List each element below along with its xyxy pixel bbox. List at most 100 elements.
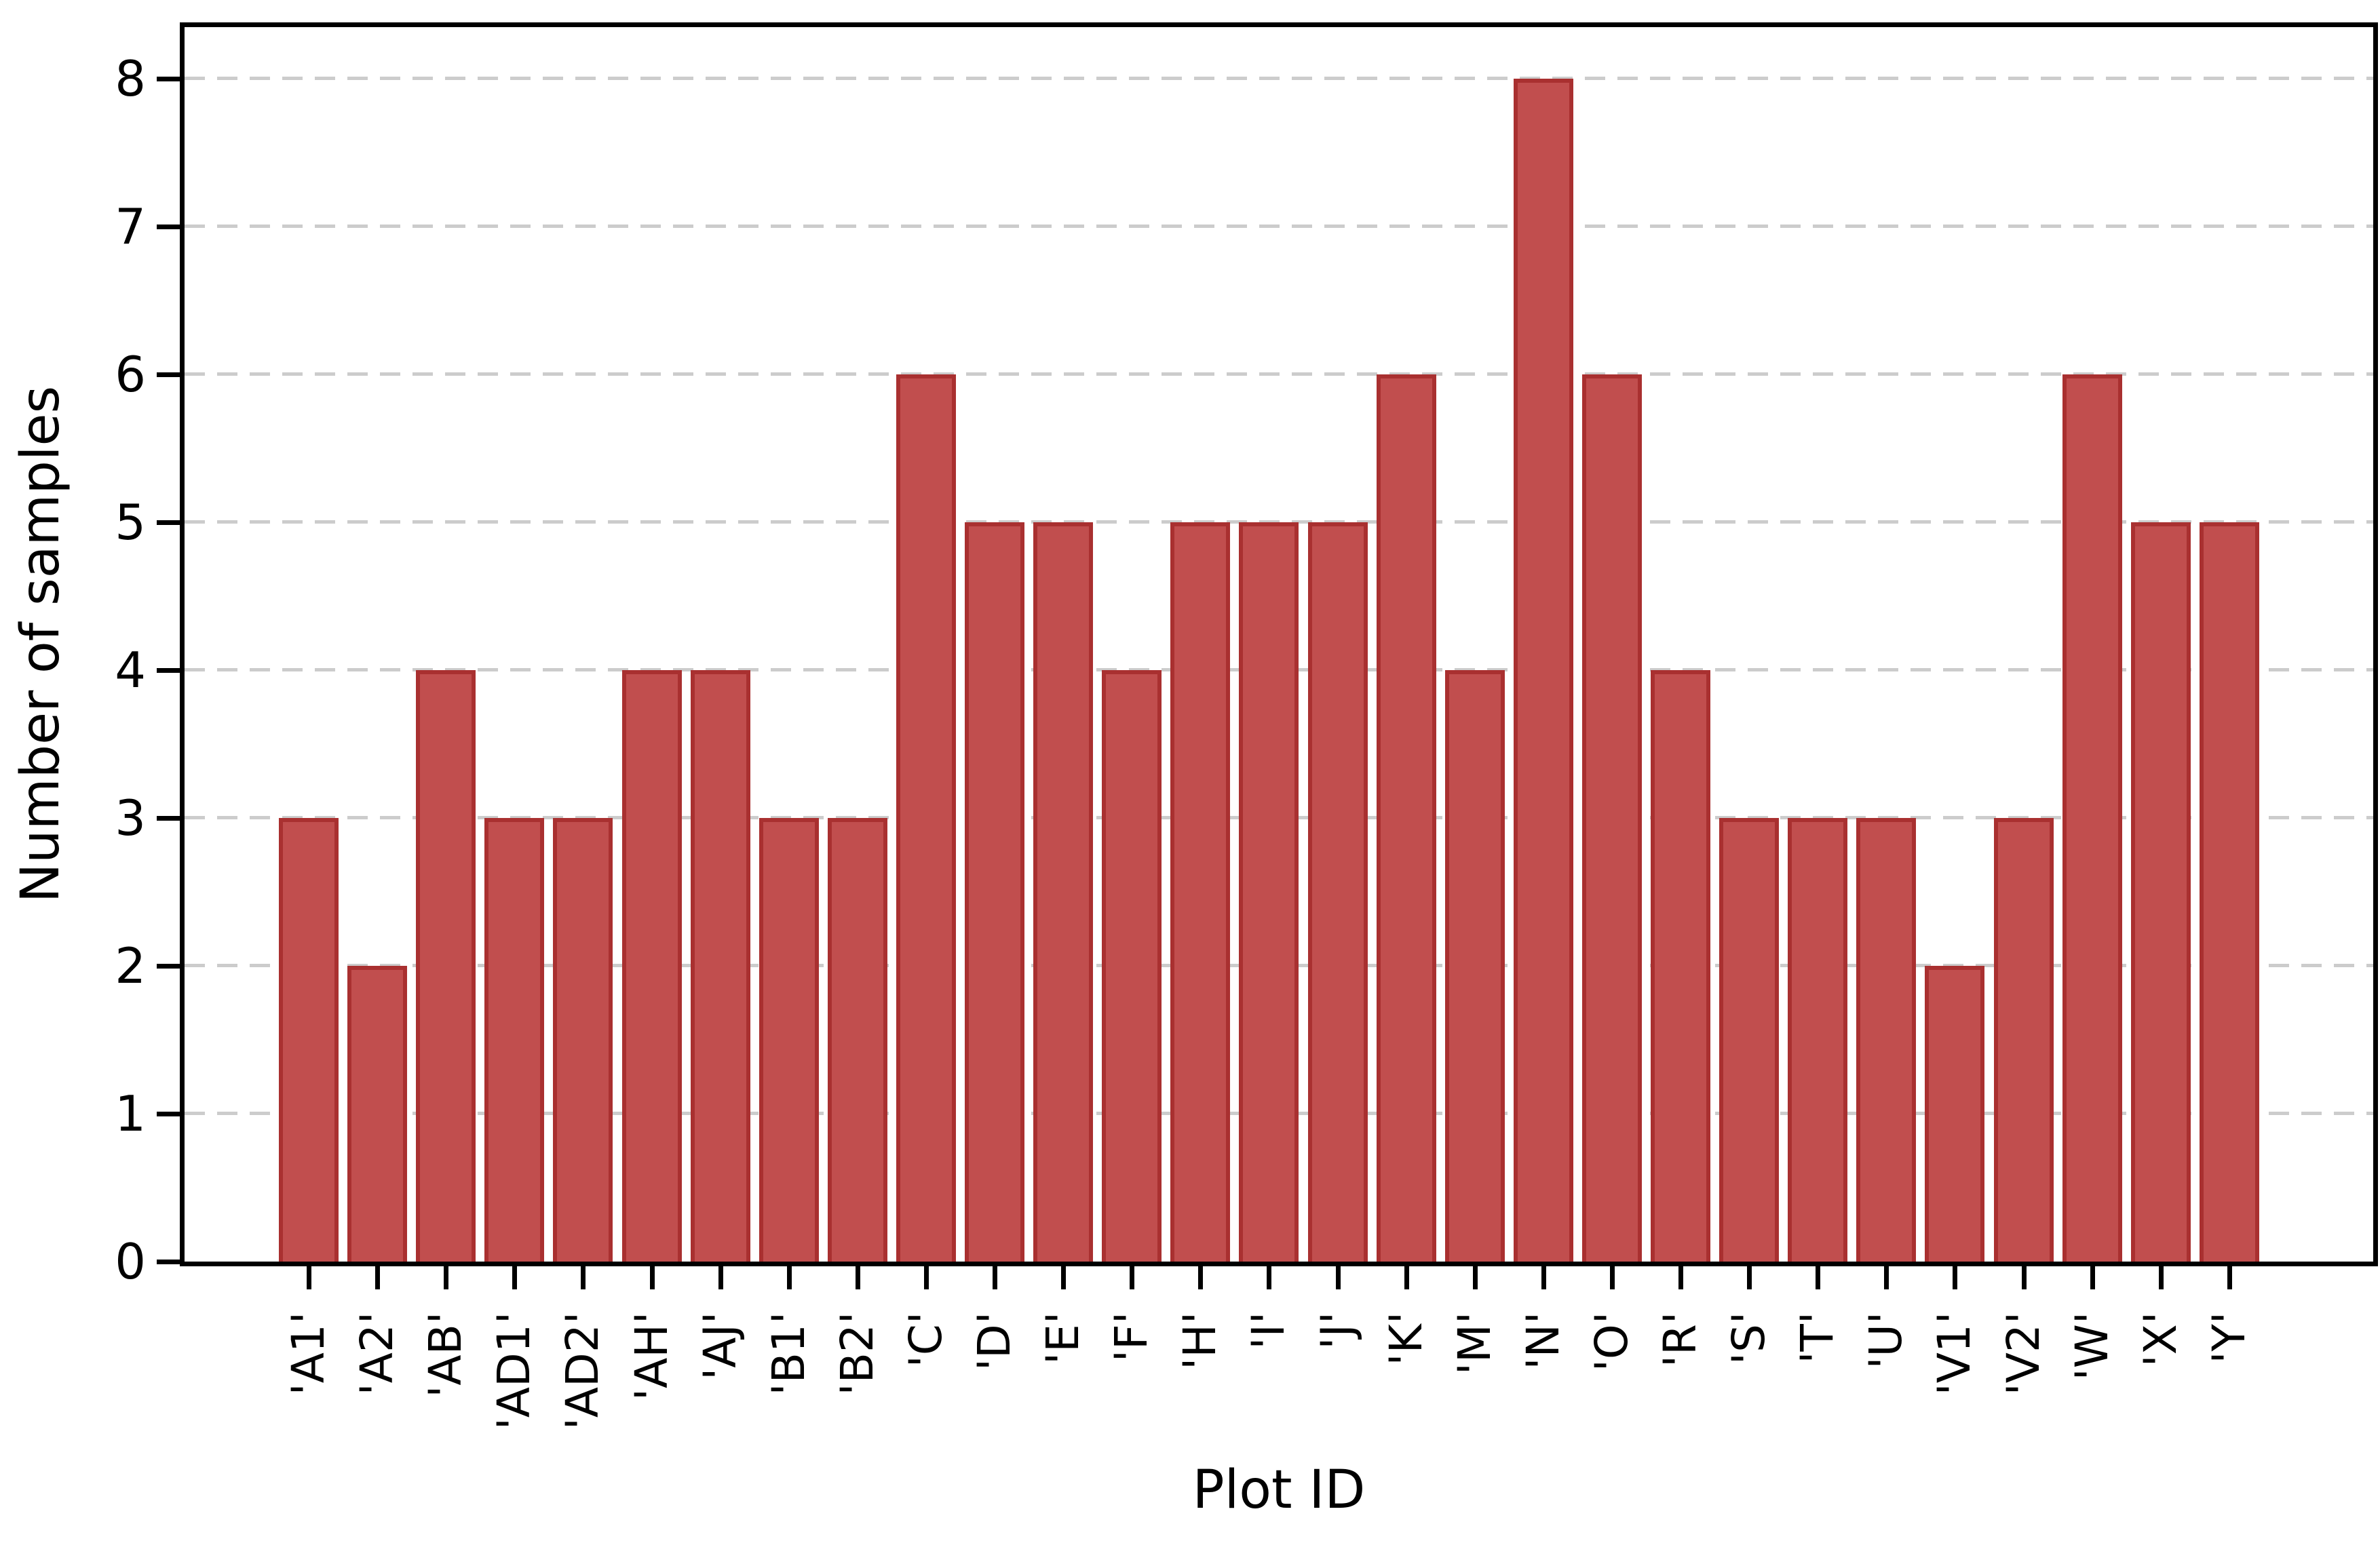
x-tick-label-M: 'M' (1448, 1312, 1501, 1376)
bar-W (2062, 374, 2122, 1262)
y-tick-label-0: 0 (115, 1233, 146, 1290)
y-tick-7 (157, 225, 180, 230)
bar-AH (621, 670, 682, 1262)
bar-A2 (347, 966, 408, 1262)
bar-AB (416, 670, 476, 1262)
x-tick-B2 (855, 1266, 860, 1289)
gridline-y8 (185, 77, 2373, 81)
x-tick-V1 (1953, 1266, 1958, 1289)
bar-K (1376, 374, 1436, 1262)
y-axis-label: Number of samples (10, 385, 71, 903)
x-tick-A2 (375, 1266, 381, 1289)
bar-V1 (1925, 966, 1985, 1262)
bar-B2 (827, 818, 887, 1262)
x-tick-T (1816, 1266, 1821, 1289)
plot-area (180, 22, 2378, 1266)
bar-C (896, 374, 956, 1262)
bar-J (1307, 522, 1368, 1262)
x-tick-label-J: 'J' (1311, 1312, 1364, 1350)
gridline-y5 (185, 520, 2373, 524)
x-tick-H (1198, 1266, 1204, 1289)
x-tick-label-E: 'E' (1037, 1312, 1090, 1365)
y-tick-2 (157, 964, 180, 969)
x-tick-AH (649, 1266, 655, 1289)
x-tick-D (993, 1266, 997, 1289)
bar-X (2130, 522, 2191, 1262)
gridline-y7 (185, 225, 2373, 229)
bar-N (1513, 79, 1573, 1262)
x-tick-label-R: 'R' (1654, 1312, 1706, 1368)
y-tick-label-4: 4 (115, 642, 146, 699)
x-tick-label-V1: 'V1' (1928, 1312, 1981, 1396)
x-tick-K (1404, 1266, 1409, 1289)
bar-Y (2199, 522, 2259, 1262)
x-tick-AD1 (512, 1266, 518, 1289)
x-tick-label-W: 'W' (2065, 1312, 2118, 1381)
bar-R (1651, 670, 1710, 1262)
x-tick-label-AD1: 'AD1' (488, 1312, 541, 1430)
x-tick-label-AJ: 'AJ' (693, 1312, 746, 1380)
bar-U (1856, 818, 1917, 1262)
x-tick-label-U: 'U' (1860, 1312, 1913, 1369)
x-tick-label-B2: 'B2' (830, 1312, 883, 1396)
x-tick-label-AH: 'AH' (625, 1312, 678, 1401)
bar-T (1788, 818, 1848, 1262)
y-tick-label-6: 6 (115, 346, 146, 404)
y-tick-1 (157, 1112, 180, 1117)
x-tick-J (1335, 1266, 1341, 1289)
x-tick-Y (2227, 1266, 2232, 1289)
bar-E (1033, 522, 1094, 1262)
gridline-y6 (185, 372, 2373, 376)
x-tick-label-X: 'X' (2134, 1312, 2187, 1367)
bar-S (1719, 818, 1780, 1262)
y-tick-0 (157, 1260, 180, 1264)
y-tick-label-2: 2 (115, 937, 146, 995)
x-tick-label-D: 'D' (968, 1312, 1020, 1371)
x-tick-AJ (718, 1266, 723, 1289)
bar-H (1170, 522, 1231, 1262)
x-tick-label-V2: 'V2' (1997, 1312, 2050, 1396)
y-tick-8 (157, 77, 180, 82)
x-tick-label-S: 'S' (1723, 1312, 1776, 1365)
y-tick-label-1: 1 (115, 1085, 146, 1143)
x-tick-B1 (786, 1266, 792, 1289)
x-tick-label-C: 'C' (899, 1312, 952, 1368)
y-tick-label-5: 5 (115, 494, 146, 551)
y-tick-5 (157, 520, 180, 526)
x-tick-label-N: 'N' (1516, 1312, 1569, 1370)
y-tick-label-8: 8 (115, 50, 146, 108)
x-tick-label-AB: 'AB' (419, 1312, 472, 1398)
x-tick-N (1541, 1266, 1546, 1289)
x-tick-F (1130, 1266, 1135, 1289)
x-axis-label: Plot ID (1192, 1460, 1366, 1521)
x-tick-V2 (2021, 1266, 2027, 1289)
bar-V2 (1993, 818, 2054, 1262)
x-tick-U (1884, 1266, 1889, 1289)
bar-AD2 (553, 818, 613, 1262)
x-tick-label-H: 'H' (1174, 1312, 1227, 1370)
y-tick-4 (157, 668, 180, 674)
x-tick-label-Y: 'Y' (2202, 1312, 2255, 1364)
x-tick-label-K: 'K' (1379, 1312, 1432, 1366)
bar-A1 (279, 818, 339, 1262)
y-tick-3 (157, 816, 180, 821)
x-tick-S (1747, 1266, 1752, 1289)
y-tick-label-3: 3 (115, 789, 146, 847)
x-tick-O (1609, 1266, 1615, 1289)
bar-I (1239, 522, 1299, 1262)
bar-AD1 (484, 818, 545, 1262)
x-tick-label-T: 'T' (1791, 1312, 1844, 1364)
x-tick-label-A2: 'A2' (351, 1312, 404, 1396)
x-tick-I (1267, 1266, 1272, 1289)
x-tick-R (1678, 1266, 1683, 1289)
x-tick-label-I: 'I' (1242, 1312, 1295, 1350)
bar-D (965, 522, 1024, 1262)
x-tick-AD2 (581, 1266, 586, 1289)
x-tick-W (2090, 1266, 2095, 1289)
x-tick-A1 (307, 1266, 311, 1289)
bar-O (1581, 374, 1642, 1262)
bar-B1 (759, 818, 819, 1262)
x-tick-label-F: 'F' (1105, 1312, 1158, 1363)
y-tick-label-7: 7 (115, 198, 146, 256)
